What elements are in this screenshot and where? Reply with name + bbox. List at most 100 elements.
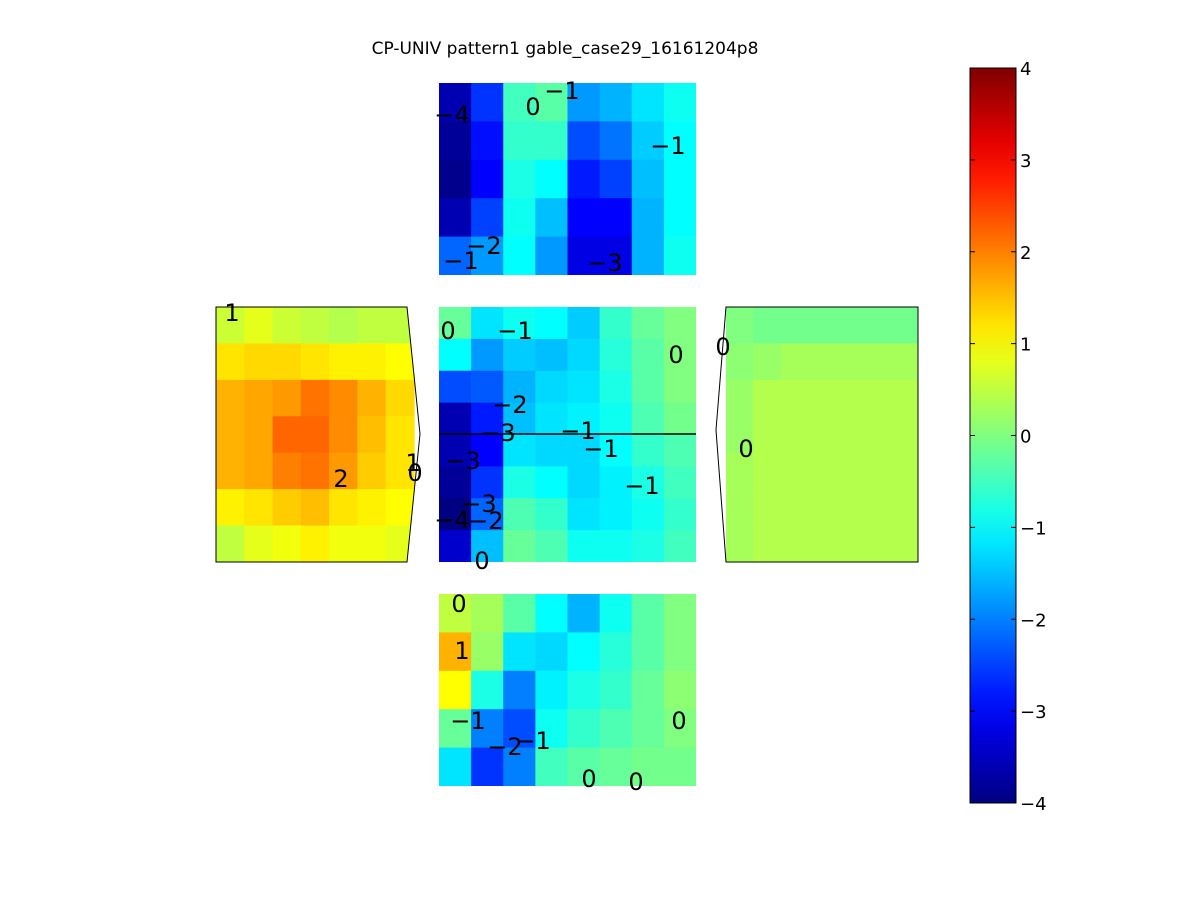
colorbar: 4 3 2 1 0 −1 −2 −3 −4 xyxy=(969,59,1047,815)
contour-cell xyxy=(471,530,504,562)
contour-cell xyxy=(835,307,864,345)
contour-cell xyxy=(890,525,918,562)
colorbar-tick-label: 1 xyxy=(1020,335,1031,356)
contour-cell xyxy=(631,632,665,672)
contour-cell xyxy=(471,159,504,199)
top-roof-panel: −4 0−1−1−1−2−3 xyxy=(434,77,696,277)
colorbar-tick-label: 3 xyxy=(1020,151,1031,172)
center-roof-panel: 0 −10−2−3 −1−1−3−1−3−4−20 xyxy=(434,307,696,575)
contour-cell xyxy=(663,670,696,710)
contour-label: −4 xyxy=(434,506,469,534)
contour-cell xyxy=(272,343,302,381)
bottom-roof-panel: 0 1 −1 0 −2−1 0 0 xyxy=(439,590,696,796)
contour-cell xyxy=(329,379,359,417)
contour-cell xyxy=(631,530,665,562)
contour-cell xyxy=(357,525,387,562)
contour-cell xyxy=(439,594,472,633)
contour-cell xyxy=(808,307,837,345)
contour-cell xyxy=(599,594,633,633)
contour-label: −1 xyxy=(515,727,550,755)
contour-cell xyxy=(357,489,387,527)
contour-cell xyxy=(780,416,809,454)
contour-cell xyxy=(471,498,504,531)
contour-cell xyxy=(890,416,918,454)
contour-cell xyxy=(599,159,633,199)
contour-cell xyxy=(357,379,387,417)
contour-cell xyxy=(567,747,601,786)
contour-cell xyxy=(439,307,472,340)
colorbar-tick-label: 0 xyxy=(1020,427,1031,448)
contour-cell xyxy=(535,670,569,710)
contour-cell xyxy=(535,530,569,562)
contour-cell xyxy=(631,83,665,122)
contour-cell xyxy=(567,338,601,372)
contour-cell xyxy=(726,379,755,417)
contour-cell xyxy=(471,434,504,467)
contour-cell xyxy=(567,670,601,710)
contour-cell xyxy=(753,525,782,562)
contour-cell xyxy=(471,594,504,633)
contour-cell xyxy=(471,466,504,499)
contour-cell xyxy=(631,402,665,436)
contour-cell xyxy=(863,525,892,562)
contour-label: −2 xyxy=(487,733,522,761)
contour-label: −1 xyxy=(497,317,532,345)
contour-cell xyxy=(535,466,569,499)
contour-cell xyxy=(535,338,569,372)
contour-label: −2 xyxy=(466,232,501,260)
contour-label: 0 xyxy=(451,590,466,618)
contour-cell xyxy=(385,416,415,454)
contour-cell xyxy=(329,489,359,527)
contour-cell xyxy=(439,530,472,562)
contour-cell xyxy=(726,525,755,562)
contour-cell xyxy=(439,434,472,467)
contour-cell xyxy=(599,530,633,562)
contour-cell xyxy=(567,198,601,238)
contour-cell xyxy=(216,343,245,381)
contour-cell xyxy=(631,338,665,372)
contour-cell xyxy=(216,452,245,490)
contour-cell xyxy=(567,530,601,562)
contour-cell xyxy=(890,452,918,490)
contour-cell xyxy=(503,434,536,467)
contour-cell xyxy=(890,343,918,381)
contour-cell xyxy=(503,236,536,275)
contour-cell xyxy=(503,121,536,161)
contour-cell xyxy=(567,236,601,275)
contour-cell xyxy=(272,452,302,490)
contour-cell xyxy=(599,198,633,238)
contour-cell xyxy=(439,632,472,672)
contour-label: −4 xyxy=(434,101,469,129)
contour-cell xyxy=(567,370,601,404)
contour-cell xyxy=(272,416,302,454)
contour-cell xyxy=(599,338,633,372)
contour-cell xyxy=(535,747,569,786)
contour-cell xyxy=(329,307,359,345)
contour-cell xyxy=(663,307,696,340)
contour-cell xyxy=(567,709,601,749)
contour-cell xyxy=(503,747,536,786)
contour-cell xyxy=(663,370,696,404)
contour-cell xyxy=(631,466,665,499)
contour-cell xyxy=(663,632,696,672)
contour-cell xyxy=(863,307,892,345)
contour-cell xyxy=(599,632,633,672)
contour-cell xyxy=(567,498,601,531)
contour-cell xyxy=(599,402,633,436)
bottom-roof-cells xyxy=(439,594,696,786)
contour-cell xyxy=(471,709,504,749)
contour-cell xyxy=(439,236,472,275)
contour-cell xyxy=(663,434,696,467)
contour-cell xyxy=(503,159,536,199)
contour-cell xyxy=(503,307,536,340)
contour-cell xyxy=(357,416,387,454)
contour-cell xyxy=(631,434,665,467)
contour-cell xyxy=(599,670,633,710)
contour-cell xyxy=(567,434,601,467)
right-wall-panel: 00 xyxy=(715,306,919,563)
contour-cell xyxy=(357,452,387,490)
contour-cell xyxy=(244,343,274,381)
contour-cell xyxy=(663,198,696,238)
